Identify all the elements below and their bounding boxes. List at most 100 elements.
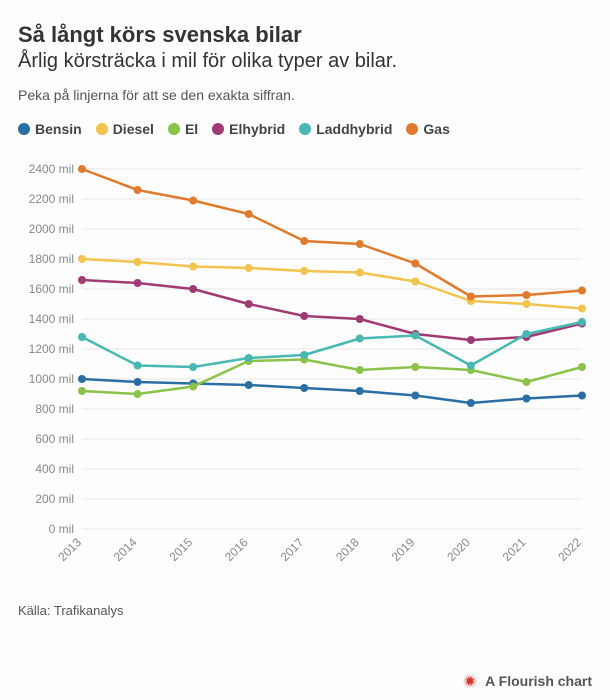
series-marker-bensin[interactable]	[411, 392, 419, 400]
y-axis-label: 200 mil	[35, 492, 74, 506]
y-axis-label: 1400 mil	[29, 312, 74, 326]
x-axis-label: 2020	[444, 535, 473, 564]
series-marker-elhybrid[interactable]	[189, 285, 197, 293]
y-axis-label: 1600 mil	[29, 282, 74, 296]
series-marker-elhybrid[interactable]	[467, 336, 475, 344]
y-axis-label: 1800 mil	[29, 252, 74, 266]
series-marker-laddhybrid[interactable]	[356, 335, 364, 343]
series-marker-laddhybrid[interactable]	[411, 332, 419, 340]
series-marker-diesel[interactable]	[78, 255, 86, 263]
chart-title: Så långt körs svenska bilar	[18, 22, 592, 48]
series-marker-gas[interactable]	[134, 186, 142, 194]
series-marker-el[interactable]	[134, 390, 142, 398]
series-marker-gas[interactable]	[578, 287, 586, 295]
series-line-diesel[interactable]	[82, 259, 582, 309]
source-label: Källa: Trafikanalys	[18, 603, 592, 618]
series-marker-bensin[interactable]	[522, 395, 530, 403]
x-axis-label: 2016	[222, 535, 251, 564]
x-axis-label: 2019	[389, 535, 418, 564]
legend-item-gas[interactable]: Gas	[406, 121, 449, 137]
legend-label: Elhybrid	[229, 121, 285, 137]
chart-plot-area: 0 mil200 mil400 mil600 mil800 mil1000 mi…	[18, 159, 592, 579]
series-marker-bensin[interactable]	[245, 381, 253, 389]
series-marker-bensin[interactable]	[300, 384, 308, 392]
series-marker-gas[interactable]	[522, 291, 530, 299]
series-marker-laddhybrid[interactable]	[189, 363, 197, 371]
series-marker-diesel[interactable]	[300, 267, 308, 275]
chart-subtitle: Årlig körsträcka i mil för olika typer a…	[18, 50, 592, 73]
legend-item-elhybrid[interactable]: Elhybrid	[212, 121, 285, 137]
legend-label: Diesel	[113, 121, 154, 137]
series-marker-bensin[interactable]	[467, 399, 475, 407]
series-line-gas[interactable]	[82, 169, 582, 297]
series-marker-elhybrid[interactable]	[300, 312, 308, 320]
series-marker-laddhybrid[interactable]	[134, 362, 142, 370]
series-marker-gas[interactable]	[467, 293, 475, 301]
x-axis-label: 2022	[555, 535, 584, 564]
series-marker-el[interactable]	[578, 363, 586, 371]
series-marker-gas[interactable]	[356, 240, 364, 248]
series-marker-bensin[interactable]	[134, 378, 142, 386]
series-marker-gas[interactable]	[411, 260, 419, 268]
series-marker-bensin[interactable]	[578, 392, 586, 400]
footer-credit-text: A Flourish chart	[485, 673, 592, 689]
series-marker-el[interactable]	[356, 366, 364, 374]
y-axis-label: 1000 mil	[29, 372, 74, 386]
series-marker-el[interactable]	[411, 363, 419, 371]
legend-swatch-icon	[406, 123, 418, 135]
series-marker-bensin[interactable]	[78, 375, 86, 383]
y-axis-label: 400 mil	[35, 462, 74, 476]
series-marker-laddhybrid[interactable]	[245, 354, 253, 362]
legend-item-diesel[interactable]: Diesel	[96, 121, 154, 137]
series-marker-diesel[interactable]	[189, 263, 197, 271]
legend-item-bensin[interactable]: Bensin	[18, 121, 82, 137]
series-marker-gas[interactable]	[300, 237, 308, 245]
legend-swatch-icon	[168, 123, 180, 135]
x-axis-label: 2015	[166, 535, 195, 564]
series-marker-diesel[interactable]	[356, 269, 364, 277]
legend: Bensin Diesel El Elhybrid Laddhybrid Gas	[18, 121, 592, 137]
series-marker-laddhybrid[interactable]	[300, 351, 308, 359]
y-axis-label: 0 mil	[49, 522, 74, 536]
y-axis-label: 2400 mil	[29, 162, 74, 176]
legend-item-el[interactable]: El	[168, 121, 198, 137]
series-marker-diesel[interactable]	[522, 300, 530, 308]
legend-label: Gas	[423, 121, 449, 137]
flourish-icon	[461, 672, 479, 690]
series-marker-diesel[interactable]	[411, 278, 419, 286]
series-marker-laddhybrid[interactable]	[578, 318, 586, 326]
x-axis-label: 2021	[500, 535, 529, 564]
footer-credit: A Flourish chart	[461, 672, 592, 690]
x-axis-label: 2014	[111, 535, 140, 564]
series-marker-laddhybrid[interactable]	[467, 362, 475, 370]
legend-label: Laddhybrid	[316, 121, 392, 137]
y-axis-label: 1200 mil	[29, 342, 74, 356]
legend-item-laddhybrid[interactable]: Laddhybrid	[299, 121, 392, 137]
series-marker-gas[interactable]	[245, 210, 253, 218]
x-axis-label: 2017	[278, 535, 307, 564]
series-marker-gas[interactable]	[78, 165, 86, 173]
line-chart-svg[interactable]: 0 mil200 mil400 mil600 mil800 mil1000 mi…	[18, 159, 592, 579]
legend-swatch-icon	[299, 123, 311, 135]
chart-container: { "title": "Så långt körs svenska bilar"…	[0, 0, 610, 700]
series-marker-elhybrid[interactable]	[78, 276, 86, 284]
series-marker-el[interactable]	[189, 383, 197, 391]
series-marker-bensin[interactable]	[356, 387, 364, 395]
series-marker-elhybrid[interactable]	[245, 300, 253, 308]
series-marker-diesel[interactable]	[134, 258, 142, 266]
series-marker-laddhybrid[interactable]	[522, 330, 530, 338]
legend-swatch-icon	[96, 123, 108, 135]
y-axis-label: 600 mil	[35, 432, 74, 446]
legend-swatch-icon	[212, 123, 224, 135]
series-marker-elhybrid[interactable]	[134, 279, 142, 287]
series-marker-el[interactable]	[522, 378, 530, 386]
x-axis-label: 2013	[55, 535, 84, 564]
series-marker-laddhybrid[interactable]	[78, 333, 86, 341]
series-marker-gas[interactable]	[189, 197, 197, 205]
legend-swatch-icon	[18, 123, 30, 135]
series-marker-elhybrid[interactable]	[356, 315, 364, 323]
series-marker-el[interactable]	[78, 387, 86, 395]
series-marker-diesel[interactable]	[245, 264, 253, 272]
series-marker-diesel[interactable]	[578, 305, 586, 313]
series-line-laddhybrid[interactable]	[82, 322, 582, 367]
